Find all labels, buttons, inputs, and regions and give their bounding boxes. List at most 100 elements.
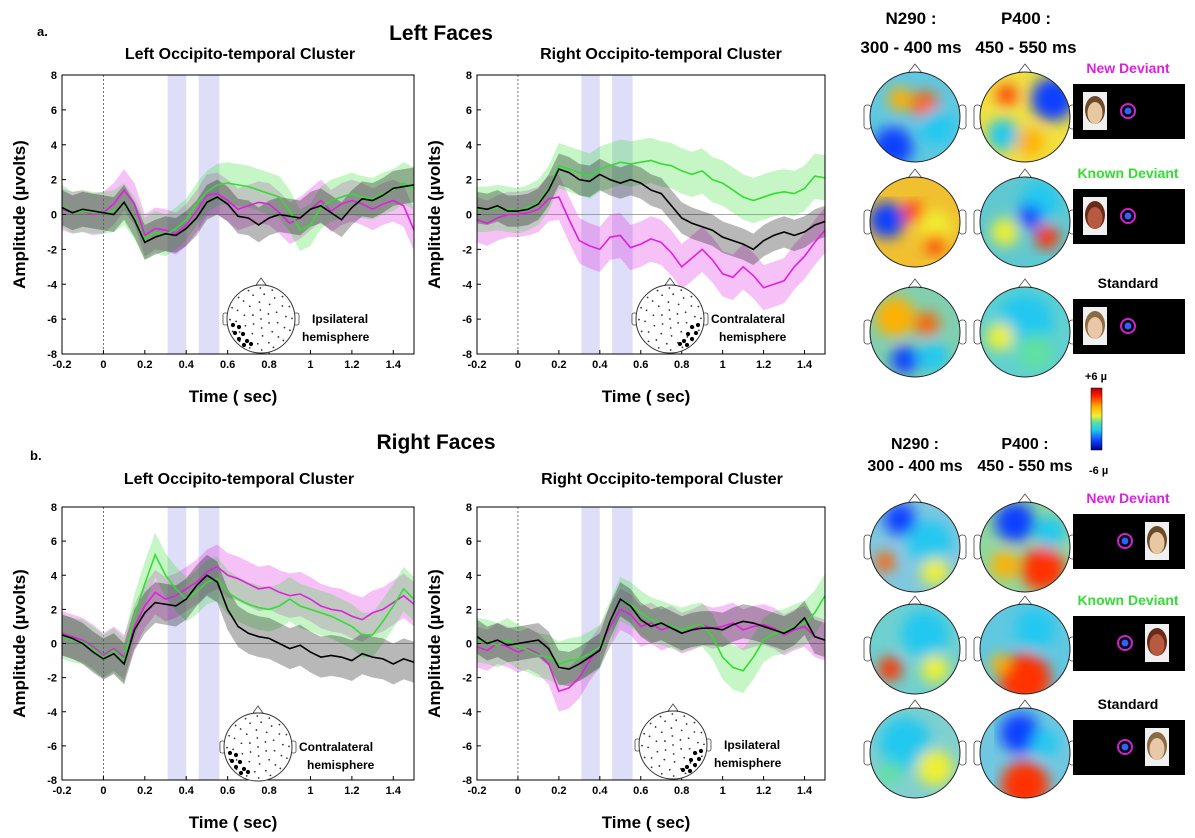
y-tick-label: 8: [51, 70, 57, 82]
y-tick-label: -2: [462, 673, 472, 685]
series-band-known-deviant: [477, 573, 825, 693]
topomap-blobs: [986, 294, 1053, 370]
topomap-outline: [869, 603, 961, 695]
y-tick-label: 8: [466, 70, 472, 82]
series-line-standard: [61, 184, 415, 244]
electrode-dot: [703, 743, 705, 746]
x-tick-label: 1.2: [756, 785, 771, 797]
topomap-blob: [1017, 334, 1053, 370]
x-tick-label: 0.4: [179, 359, 195, 371]
fixation-dot: [1124, 212, 1132, 220]
cluster-electrode: [695, 322, 701, 328]
series-line-standard: [61, 574, 415, 666]
electrode-dot: [260, 327, 263, 329]
x-tick-label: 1.2: [344, 359, 359, 371]
electrode-dot: [233, 737, 236, 740]
y-axis-label: Amplitude (µvolts): [425, 140, 444, 289]
stimulus-display: [1073, 514, 1185, 569]
face-skin: [1087, 317, 1103, 339]
series-line-known-deviant: [476, 595, 826, 672]
electrode-dot: [672, 293, 675, 296]
electrode-dot: [268, 303, 271, 306]
electrode-dot: [268, 322, 271, 324]
electrode-dot: [683, 756, 686, 759]
panel-b-title: Right Faces: [376, 431, 495, 454]
stimulus-display: [1073, 189, 1185, 244]
electrode-dot: [232, 748, 235, 751]
y-tick-label: 8: [466, 502, 472, 514]
colorbar-max-label: +6 µ: [1085, 371, 1107, 383]
x-axis-label: Time ( sec): [189, 387, 278, 406]
topomap-blob: [991, 218, 1019, 246]
topomap-blob: [1018, 205, 1042, 229]
y-tick-label: 8: [51, 502, 57, 514]
cluster-electrode: [238, 770, 244, 776]
inset-label-line2: hemisphere: [307, 758, 375, 772]
electrode-dot: [680, 748, 683, 750]
topomap-surface: [870, 502, 960, 592]
x-tick-label: -0.2: [468, 359, 487, 371]
fixation-dot: [1124, 107, 1132, 115]
electrode-dot: [668, 287, 671, 289]
electrode-dot: [237, 296, 240, 299]
electrode-dot: [640, 306, 643, 309]
series-band-new-deviant: [477, 588, 825, 712]
electrode-dot: [236, 309, 239, 312]
electrode-dot: [280, 754, 283, 757]
y-tick-label: -8: [462, 349, 472, 361]
cluster-electrode: [232, 330, 238, 336]
series-band-known-deviant: [477, 137, 825, 234]
topomap-blob: [1031, 77, 1070, 121]
inset-label-line2: hemisphere: [302, 330, 370, 344]
electrode-dot: [231, 330, 234, 333]
electrode-dot: [273, 297, 276, 299]
x-axis-label: Time ( sec): [602, 813, 691, 832]
electrode-dot: [257, 755, 260, 757]
y-tick-label: 0: [51, 210, 57, 222]
x-tick-label: 0.2: [137, 785, 152, 797]
topomap-blob: [917, 341, 949, 373]
electrode-dot: [263, 293, 266, 296]
topomap-outline: [869, 286, 961, 378]
topomap-blob: [921, 655, 949, 683]
electrode-dot: [267, 341, 270, 344]
topomap: [973, 699, 1077, 799]
electrode-dot: [668, 768, 671, 771]
topomap-blob: [995, 502, 1035, 542]
n290-header-line2: 300 - 400 ms: [867, 458, 962, 475]
face-skin: [1087, 207, 1103, 229]
electrode-dot: [258, 763, 261, 765]
condition-label: Standard: [1098, 275, 1159, 291]
y-tick-label: -6: [47, 314, 57, 326]
x-tick-label: 1.4: [386, 359, 402, 371]
fixation-ring: [1120, 318, 1136, 334]
cluster-electrode: [240, 331, 246, 337]
face-skin: [1149, 738, 1165, 760]
electrode-dot: [672, 753, 675, 755]
x-tick-label: 1.4: [386, 785, 402, 797]
cluster-electrode: [236, 336, 242, 342]
electrode-dot: [650, 766, 653, 769]
topomap-surface: [870, 72, 960, 162]
y-tick-label: 2: [51, 604, 57, 616]
y-tick-label: 4: [466, 570, 473, 582]
topomap-blob: [986, 323, 1014, 351]
electrode-dot: [652, 314, 655, 317]
topomap-outline: [979, 501, 1071, 593]
x-tick-label: 1.4: [797, 359, 813, 371]
electrode-dot: [276, 321, 279, 324]
series-band-standard: [477, 153, 825, 266]
topomap-outline: [979, 176, 1071, 268]
electrode-dot: [655, 740, 658, 743]
topomap-blob: [888, 87, 912, 111]
cluster-electrode: [692, 762, 698, 768]
topomap-blob: [925, 234, 945, 254]
y-axis-label: Amplitude (µvolts): [10, 569, 29, 718]
electrode-dot: [284, 315, 287, 318]
electrode-dot: [687, 737, 690, 740]
electrode-dot: [669, 349, 672, 351]
topomap-blob: [891, 346, 919, 374]
electrode-dot: [645, 309, 648, 312]
inset-label-line2: hemisphere: [719, 330, 787, 344]
topomap-blob: [1001, 761, 1049, 798]
